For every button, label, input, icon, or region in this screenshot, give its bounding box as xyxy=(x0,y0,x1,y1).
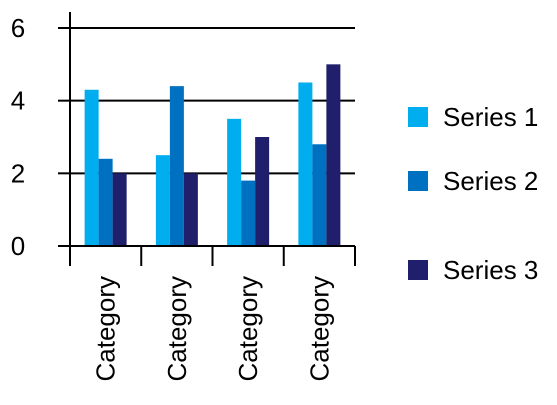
y-tick-label-0: 0 xyxy=(11,231,25,261)
legend-label-2: Series 2 xyxy=(443,166,538,196)
bar-1-3 xyxy=(227,118,242,246)
bar-1-2 xyxy=(155,155,170,246)
y-tick-label-1: 2 xyxy=(11,158,25,188)
y-tick-labels: 0 2 4 6 xyxy=(11,13,25,261)
legend-label-1: Series 1 xyxy=(443,102,538,132)
y-tick-label-2: 4 xyxy=(11,86,25,116)
bar-1-4 xyxy=(298,82,313,246)
bar-3-3 xyxy=(255,137,270,246)
x-tick-labels: Category Category Category Category xyxy=(91,276,335,382)
bar-2-3 xyxy=(241,180,256,246)
bar-2-2 xyxy=(169,86,184,246)
x-tick-label-3: Category xyxy=(233,276,263,382)
bar-2-1 xyxy=(98,158,113,246)
x-tick-label-2: Category xyxy=(162,276,192,382)
bar-2-4 xyxy=(312,144,327,246)
bar-1-1 xyxy=(84,89,99,247)
bar-3-2 xyxy=(183,173,198,246)
bar-3-1 xyxy=(112,173,127,246)
legend-swatch-3 xyxy=(408,260,428,280)
x-tick-label-4: Category xyxy=(304,276,334,382)
legend: Series 1 Series 2 Series 3 xyxy=(408,102,538,285)
y-tick-label-3: 6 xyxy=(11,13,25,43)
legend-swatch-2 xyxy=(408,171,428,191)
bars xyxy=(84,64,341,247)
axes xyxy=(58,12,356,266)
bar-3-4 xyxy=(326,64,341,246)
legend-swatch-1 xyxy=(408,107,428,127)
x-tick-label-1: Category xyxy=(91,276,121,382)
legend-label-3: Series 3 xyxy=(443,255,538,285)
